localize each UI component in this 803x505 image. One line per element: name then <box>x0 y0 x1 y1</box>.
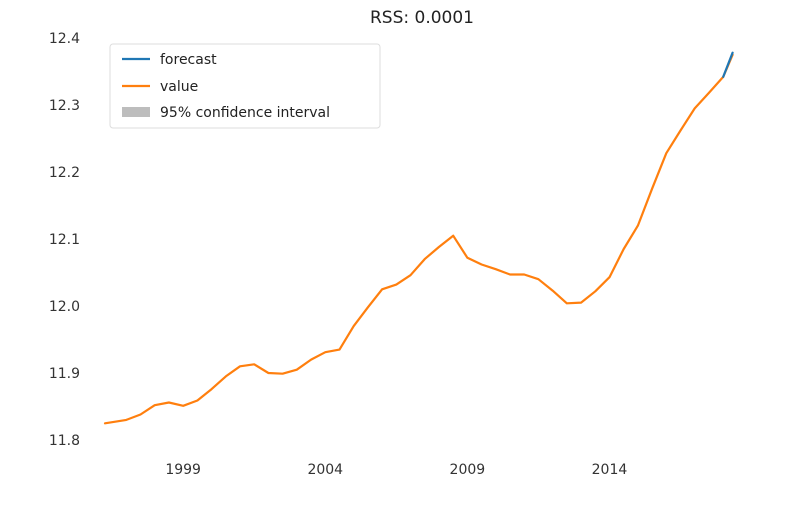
y-tick-label: 12.0 <box>49 299 80 315</box>
chart-title: RSS: 0.0001 <box>370 8 474 28</box>
legend-swatch-confidence-interval <box>122 107 150 117</box>
y-axis: 11.8 11.9 12.0 12.1 12.2 12.3 12.4 <box>49 31 80 449</box>
y-tick-label: 12.3 <box>49 98 80 114</box>
legend-label-forecast: forecast <box>160 52 217 68</box>
series-line-forecast <box>722 51 734 78</box>
legend-frame <box>109 43 381 129</box>
x-tick-label: 2009 <box>450 462 486 478</box>
series-line-value <box>103 53 734 425</box>
plot-area <box>103 51 734 425</box>
x-axis: 1999 2004 2009 2014 <box>165 462 627 478</box>
y-tick-label: 11.8 <box>49 433 80 449</box>
y-tick-label: 12.2 <box>49 165 80 181</box>
x-tick-label: 2004 <box>307 462 343 478</box>
y-tick-label: 12.1 <box>49 232 80 248</box>
legend-label-confidence-interval: 95% confidence interval <box>160 105 330 121</box>
legend-label-value: value <box>160 79 198 95</box>
x-tick-label: 1999 <box>165 462 201 478</box>
y-tick-label: 11.9 <box>49 366 80 382</box>
x-tick-label: 2014 <box>592 462 628 478</box>
legend: forecast value 95% confidence interval <box>109 43 381 129</box>
y-tick-label: 12.4 <box>49 31 80 47</box>
